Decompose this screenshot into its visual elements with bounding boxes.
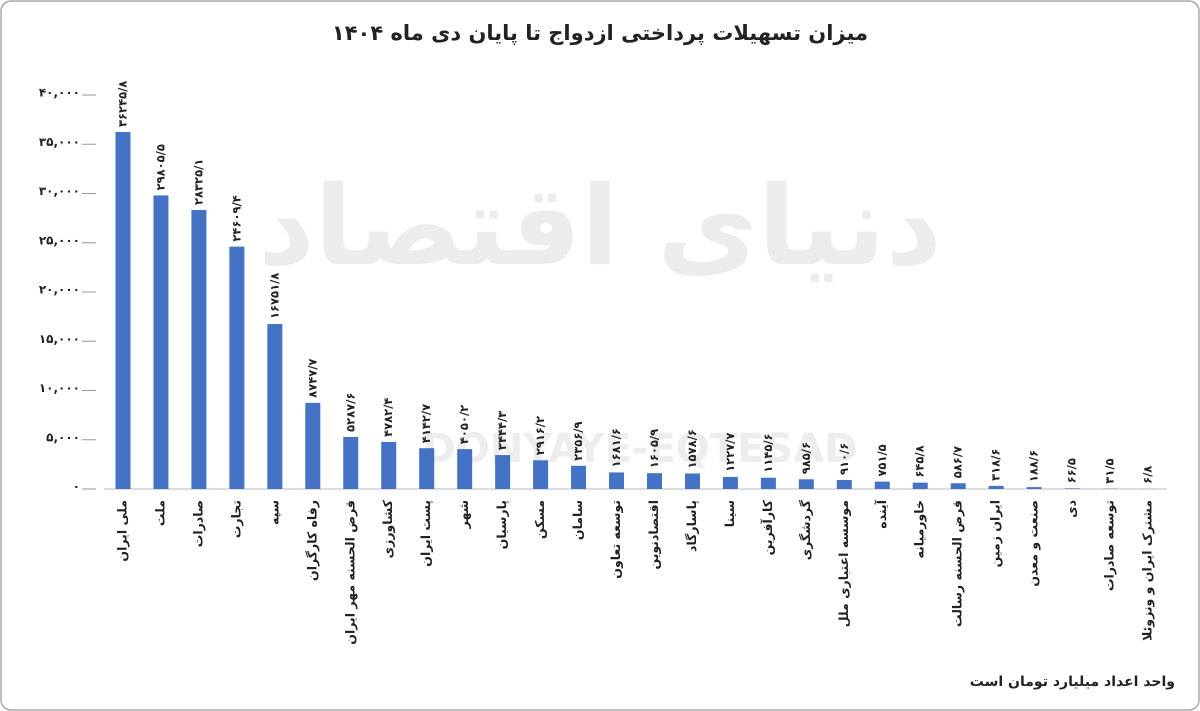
bar bbox=[798, 479, 814, 489]
bar bbox=[495, 455, 511, 489]
x-tick-label: مسکن bbox=[532, 500, 547, 539]
x-tick-label: توسعه تعاون bbox=[608, 500, 623, 579]
x-tick-label: آینده bbox=[874, 499, 889, 528]
y-tick-label: ۵,۰۰۰ bbox=[46, 430, 80, 444]
bar bbox=[609, 472, 625, 489]
watermark-latin: DONYAYE-EQTESAD bbox=[423, 426, 858, 472]
value-label: ۲۹۸۰۵/۵ bbox=[153, 144, 167, 190]
x-tick-label: پست ایران bbox=[418, 500, 433, 567]
value-label: ۱۶۸۱/۶ bbox=[609, 428, 623, 467]
bar bbox=[571, 465, 587, 489]
bar bbox=[381, 441, 397, 489]
value-label: ۹۱۰/۶ bbox=[837, 443, 851, 475]
value-label: ۷۵۱/۵ bbox=[875, 444, 889, 476]
x-tick-label: رفاه کارگران bbox=[304, 500, 319, 581]
value-label: ۴۷۸۲/۴ bbox=[381, 398, 395, 437]
value-label: ۱۵۷۸/۶ bbox=[685, 429, 699, 468]
bar bbox=[912, 482, 928, 489]
chart-title: میزان تسهیلات پرداختی ازدواج تا پایان دی… bbox=[332, 21, 868, 46]
y-tick-label: ۲۰,۰۰۰ bbox=[39, 283, 80, 297]
bar bbox=[950, 483, 966, 489]
x-tick-label: سامان bbox=[570, 500, 585, 540]
x-tick-label: کشاورزی bbox=[380, 499, 395, 558]
value-label: ۱۶۷۵۱/۸ bbox=[267, 273, 281, 319]
y-tick-label: ۲۵,۰۰۰ bbox=[39, 233, 80, 247]
value-label: ۹۸۵/۶ bbox=[799, 442, 813, 474]
plot: ۰ ۵,۰۰۰ ۱۰,۰۰۰ ۱۵,۰۰۰ ۲۰,۰۰۰ ۲۵,۰۰۰ ۳۰,۰۰۰ ۳۵,۰… bbox=[39, 81, 1167, 645]
value-label: ۴۱۴۲/۷ bbox=[419, 404, 433, 443]
value-label: ۱۸۸/۶ bbox=[1027, 450, 1041, 482]
bar bbox=[267, 323, 283, 489]
x-tick-label: صنعت و معدن bbox=[1026, 500, 1041, 587]
value-label: ۳۴۴۴/۳ bbox=[495, 411, 509, 450]
x-tick-label: ملت bbox=[152, 500, 167, 526]
bar bbox=[343, 436, 359, 489]
bar bbox=[874, 481, 890, 489]
bar bbox=[419, 448, 435, 489]
bar bbox=[1064, 488, 1080, 489]
bar bbox=[115, 131, 131, 489]
value-label: ۶۶/۵ bbox=[1065, 458, 1079, 483]
value-label: ۳۱/۵ bbox=[1103, 458, 1117, 483]
value-label: ۱۱۴۵/۶ bbox=[761, 433, 775, 472]
watermark: دنیای اقتصاد bbox=[258, 162, 942, 290]
x-tick-label: ملی ایران bbox=[114, 500, 129, 562]
x-tick-label: شهر bbox=[456, 500, 471, 529]
x-tick-label: خاورمیانه bbox=[912, 500, 927, 558]
x-tick-label: قرض الحسنه مهر ایران bbox=[342, 500, 357, 645]
y-tick-label: ۳۰,۰۰۰ bbox=[39, 184, 80, 198]
footnote: واحد اعداد میلیارد تومان است bbox=[970, 674, 1175, 690]
x-tick-label: توسعه صادرات bbox=[1102, 500, 1117, 591]
x-tick-label: پارسیان bbox=[494, 500, 509, 549]
bar bbox=[191, 209, 207, 489]
value-label: ۳۶۲۴۵/۸ bbox=[115, 81, 129, 127]
x-tick-label: سینا bbox=[722, 500, 737, 527]
bar bbox=[760, 477, 776, 489]
bar bbox=[533, 460, 549, 489]
y-tick-label: ۱۵,۰۰۰ bbox=[39, 332, 80, 346]
x-tick-label: تجارت bbox=[228, 500, 243, 538]
x-tick-label: موسسه اعتباری ملل bbox=[836, 500, 851, 627]
value-label: ۶/۸ bbox=[1141, 466, 1155, 484]
bar bbox=[722, 476, 738, 489]
value-label: ۲۳۵۶/۹ bbox=[571, 421, 585, 460]
value-label: ۸۷۴۷/۷ bbox=[305, 359, 319, 398]
value-label: ۱۲۲۷/۷ bbox=[723, 433, 737, 472]
value-label: ۴۰۵۰/۲ bbox=[457, 405, 471, 444]
x-tick-label: قرض الحسنه رسالت bbox=[950, 500, 965, 627]
bar bbox=[229, 246, 245, 489]
x-tick-label: سپه bbox=[266, 500, 281, 525]
value-label: ۵۲۸۷/۶ bbox=[343, 393, 357, 432]
value-label: ۶۴۵/۸ bbox=[913, 445, 927, 477]
value-label: ۲۹۱۶/۲ bbox=[533, 416, 547, 455]
y-tick-label: ۰ bbox=[73, 480, 80, 494]
x-tick-label: صادرات bbox=[190, 500, 205, 547]
bar bbox=[457, 449, 473, 489]
bar bbox=[1026, 487, 1042, 489]
bar bbox=[153, 195, 169, 489]
bar bbox=[836, 480, 852, 489]
x-tick-label: دی bbox=[1064, 500, 1079, 518]
y-tick-label: ۱۰,۰۰۰ bbox=[39, 381, 80, 395]
bar bbox=[305, 402, 321, 489]
x-tick-label: پاسارگاد bbox=[684, 500, 699, 552]
y-tick-label: ۳۵,۰۰۰ bbox=[39, 135, 80, 149]
value-label: ۲۸۳۲۵/۱ bbox=[191, 159, 205, 205]
x-tick-label: مشترک ایران و ونزوئلا bbox=[1140, 500, 1155, 641]
value-label: ۵۸۶/۷ bbox=[951, 446, 965, 478]
bar bbox=[988, 485, 1004, 489]
x-tick-label: ایران زمین bbox=[988, 500, 1003, 567]
x-tick-label: گردشگری bbox=[798, 499, 813, 560]
value-label: ۱۶۰۵/۹ bbox=[647, 429, 661, 468]
x-tick-label: اقتصادنوین bbox=[646, 500, 661, 569]
value-label: ۳۱۸/۶ bbox=[989, 449, 1003, 481]
value-label: ۲۴۶۰۹/۴ bbox=[229, 195, 243, 241]
bar bbox=[646, 473, 662, 489]
bar bbox=[684, 473, 700, 489]
x-tick-label: کارآفرین bbox=[760, 499, 775, 555]
y-tick-label: ۴۰,۰۰۰ bbox=[39, 86, 80, 100]
